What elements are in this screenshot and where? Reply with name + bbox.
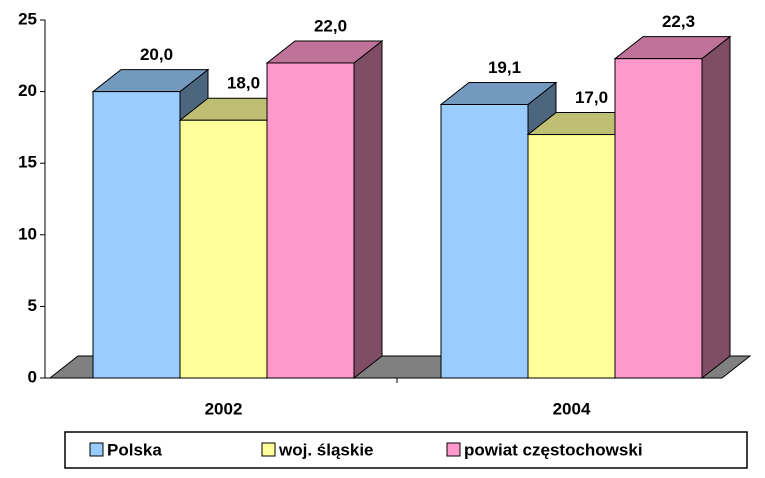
legend-label: woj. śląskie xyxy=(278,440,374,459)
legend xyxy=(64,431,748,469)
bar xyxy=(266,62,355,379)
value-label: 18,0 xyxy=(227,74,260,93)
value-label: 22,0 xyxy=(314,16,347,35)
bar-side xyxy=(353,39,383,380)
legend-swatch xyxy=(89,442,104,457)
bar xyxy=(440,103,529,379)
y-tick-label: 5 xyxy=(28,296,37,315)
legend-label: powiat częstochowski xyxy=(464,440,643,459)
value-label: 19,1 xyxy=(488,58,521,77)
value-label: 17,0 xyxy=(575,88,608,107)
bar-side xyxy=(701,35,731,380)
legend-label: Polska xyxy=(107,440,162,459)
y-tick-label: 10 xyxy=(18,224,37,243)
bar xyxy=(179,119,268,379)
legend-swatch xyxy=(261,442,276,457)
y-tick-label: 0 xyxy=(28,367,37,386)
bar xyxy=(614,58,703,379)
value-label: 20,0 xyxy=(140,45,173,64)
x-tick-label: 2002 xyxy=(205,399,243,418)
legend-swatch xyxy=(446,442,461,457)
x-tick-label: 2004 xyxy=(553,399,591,418)
y-tick-label: 15 xyxy=(18,153,37,172)
y-tick-label: 25 xyxy=(18,9,37,28)
bar xyxy=(527,134,616,379)
value-label: 22,3 xyxy=(662,12,695,31)
y-tick-label: 20 xyxy=(18,81,37,100)
bar xyxy=(92,91,181,379)
